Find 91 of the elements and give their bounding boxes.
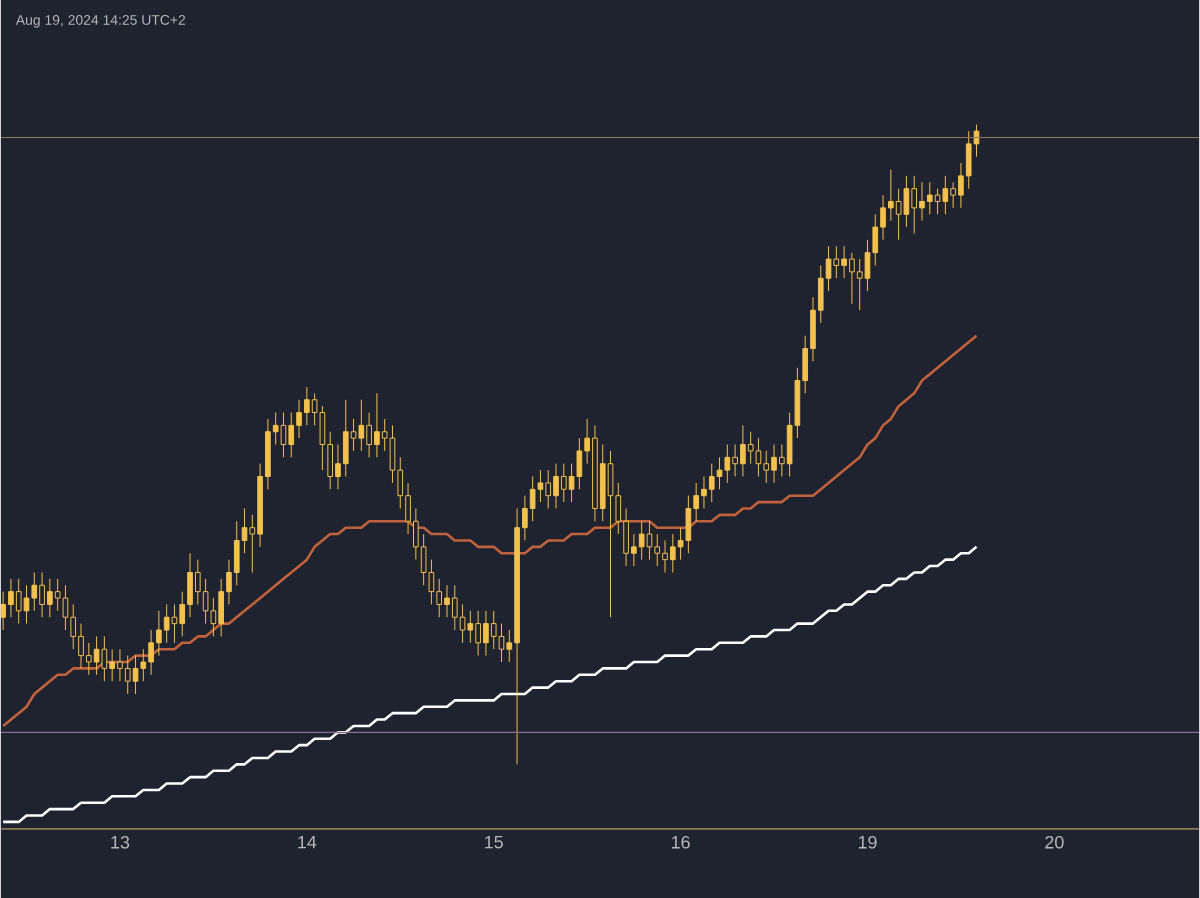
candlestick: [638, 520, 645, 560]
candlestick: [576, 437, 583, 490]
candlestick: [724, 443, 731, 484]
candlestick: [942, 175, 949, 215]
candlestick: [210, 597, 217, 637]
candlestick: [70, 603, 77, 650]
candlestick: [545, 469, 552, 509]
candlestick: [101, 635, 108, 682]
candlestick: [93, 635, 100, 675]
candlestick: [732, 443, 738, 477]
candlestick: [763, 450, 770, 484]
candlestick: [467, 609, 474, 643]
candlestick: [8, 577, 14, 618]
candlestick: [156, 609, 162, 656]
candlestick: [498, 622, 505, 663]
candlestick: [529, 475, 536, 522]
candlestick: [132, 654, 139, 695]
candlestick: [685, 494, 692, 554]
candlestick: [171, 603, 178, 643]
x-tick-label: 13: [111, 835, 130, 849]
candlestick: [475, 609, 481, 656]
candlestick: [965, 130, 972, 189]
candlestick: [919, 181, 925, 221]
candlestick: [140, 648, 147, 682]
candlestick: [490, 609, 497, 650]
x-tick-label: 16: [672, 835, 690, 849]
candlestick: [148, 629, 154, 675]
candlestick: [849, 251, 855, 304]
candlestick: [537, 469, 544, 503]
candlestick: [662, 539, 668, 573]
candlestick: [451, 584, 458, 631]
candlestick: [23, 584, 30, 624]
candlestick: [716, 456, 723, 490]
candlestick: [374, 392, 380, 458]
x-tick-label: 15: [485, 835, 503, 849]
candlestick: [15, 577, 22, 624]
candlestick: [109, 648, 115, 682]
candlestick: [288, 411, 295, 458]
x-tick-label: 14: [298, 835, 317, 848]
candlestick: [459, 603, 466, 643]
candlestick: [755, 437, 762, 477]
candlestick: [926, 181, 933, 215]
candlestick: [950, 181, 956, 208]
candlestick: [218, 577, 225, 637]
candlestick: [646, 520, 653, 560]
candlestick: [0, 590, 6, 631]
candlestick: [233, 520, 240, 586]
candlestick: [358, 398, 365, 452]
candlestick: [708, 462, 715, 503]
candlestick: [560, 462, 567, 503]
candlestick: [54, 577, 61, 611]
candlestick: [483, 609, 489, 656]
candlestick: [124, 654, 131, 695]
candlestick: [436, 577, 443, 618]
candlestick: [701, 475, 707, 509]
candlestick: [599, 443, 606, 522]
candlestick: [669, 533, 676, 573]
candlestick: [85, 641, 92, 675]
candlestick: [607, 450, 614, 618]
candlestick: [39, 571, 45, 618]
candlestick: [833, 245, 840, 279]
candlestick: [47, 577, 53, 618]
candlestick: [78, 622, 84, 669]
candlestick: [856, 258, 863, 311]
candlestick: [740, 424, 746, 477]
candlestick: [771, 443, 777, 484]
candlestick: [895, 187, 902, 240]
candlestick: [194, 558, 201, 605]
candlestick: [342, 398, 349, 477]
candlestick: [366, 411, 372, 458]
candlestick: [31, 571, 38, 611]
candlestick: [934, 187, 941, 215]
candlestick: [62, 584, 69, 631]
candlestick: [163, 603, 170, 643]
candlestick: [280, 411, 287, 458]
x-tick-label: 20: [1045, 835, 1064, 849]
candlestick: [187, 552, 193, 618]
candlestick: [303, 386, 310, 426]
candlestick: [841, 245, 847, 279]
candlestick: [911, 175, 918, 234]
candlestick: [319, 405, 326, 471]
x-tick-label: 19: [858, 835, 877, 849]
candlestick: [654, 533, 661, 567]
candlestick: [888, 168, 894, 221]
candlestick: [903, 175, 910, 228]
candlestick: [202, 577, 209, 624]
candlestick: [117, 648, 123, 682]
candlestick: [444, 584, 450, 618]
candlestick: [296, 398, 302, 439]
candlestick: [747, 430, 754, 464]
candlestick: [553, 462, 559, 509]
